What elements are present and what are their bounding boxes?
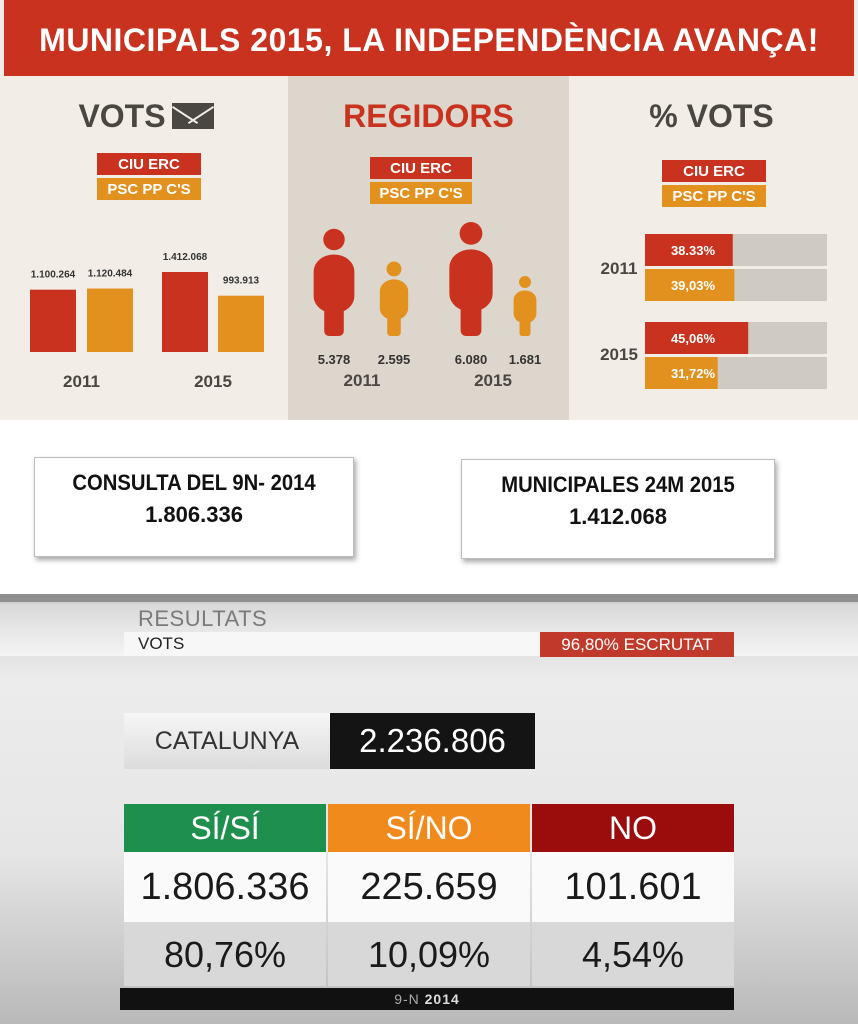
percent-bar-label: 39,03%: [671, 278, 716, 293]
tv-subtitle: VOTS: [138, 634, 185, 653]
tv-title: RESULTATS: [138, 606, 268, 631]
person-legs: [387, 304, 401, 336]
consulta-title: CONSULTA DEL 9N- 2014: [72, 470, 316, 495]
percent-year-label: 2015: [600, 345, 638, 364]
person-legs: [519, 310, 531, 336]
panel-title-votes: VOTS: [4, 98, 288, 135]
chart-votes: 1.100.264 1.120.484 2011 1.412.068 993.913 20…: [30, 252, 264, 391]
regidors-value-label: 6.080: [455, 352, 488, 367]
person-body: [449, 249, 493, 312]
percent-bar: [645, 269, 735, 301]
panel-votes: VOTS CIU ERC CUP PSC PP C'S 1.100.2641.1…: [4, 76, 288, 420]
votes-bar: [218, 295, 264, 352]
panel-title-votes-text: VOTS: [78, 98, 166, 134]
person-body: [513, 290, 537, 324]
regidors-value-label: 1.681: [509, 352, 542, 367]
votes-year-label: 2015: [194, 372, 232, 391]
person-body: [313, 254, 355, 314]
panel-percent: % VOTS CIU ERC CUP PSC PP C'S 38.33%39,0…: [569, 76, 854, 420]
regidors-year-label: 2011: [344, 371, 381, 390]
scrutiny-badge: 96,80% ESCRUTAT: [540, 632, 734, 657]
tv-footer-event: 9-N: [394, 991, 420, 1007]
chart-regidors: 5.378 2.595 2011 6.080 1.681 2015: [313, 222, 542, 390]
person-legs: [324, 291, 344, 336]
votes-bar-label: 1.412.068: [163, 252, 208, 263]
tv-top-strip: [0, 594, 858, 602]
municipales-title: MUNICIPALES 24M 2015: [501, 472, 735, 497]
percent-bar: [645, 322, 749, 354]
person-icon: [386, 261, 402, 277]
person-icon: [323, 228, 345, 251]
person-body: [379, 279, 409, 321]
header-no: NO: [532, 804, 734, 852]
regidors-value-label: 5.378: [318, 352, 351, 367]
header-si-si: SÍ/SÍ: [124, 804, 326, 852]
panel-regidors: REGIDORS CIU ERC CUP PSC PP C'S 5.3782.5…: [288, 76, 569, 420]
banner-title: MUNICIPALS 2015, LA INDEPENDÈNCIA AVANÇA…: [4, 0, 854, 76]
consulta-box: CONSULTA DEL 9N- 2014 1.806.336: [34, 457, 354, 557]
votes-no: 101.601: [532, 852, 734, 922]
person-icon: [519, 276, 531, 289]
votes-bar-label: 1.120.484: [88, 269, 133, 280]
votes-bar: [30, 289, 76, 352]
municipales-value: 1.412.068: [569, 504, 667, 529]
percent-no: 4,54%: [532, 922, 734, 986]
legend-unionist: PSC PP C'S: [662, 185, 766, 207]
infographic: MUNICIPALS 2015, LA INDEPENDÈNCIA AVANÇA…: [0, 0, 858, 420]
region-total: 2.236.806: [330, 713, 535, 769]
votes-bar: [162, 272, 208, 352]
chart-percent: 38.33% 39,03% 2011 45,06% 31,72% 2015: [600, 234, 827, 389]
votes-bar-label: 1.100.264: [31, 270, 76, 281]
percent-bar-label: 31,72%: [671, 366, 716, 381]
regidors-value-label: 2.595: [378, 352, 411, 367]
tv-footer-year: 2014: [424, 991, 460, 1007]
votes-year-label: 2011: [63, 372, 100, 391]
envelope-icon: [171, 102, 214, 129]
votes-bar: [87, 288, 133, 352]
person-legs: [460, 288, 482, 336]
percent-bar-label: 38.33%: [671, 243, 716, 258]
percent-si-si: 80,76%: [124, 922, 326, 986]
person-icon: [459, 222, 483, 245]
panel-title-regidors: REGIDORS: [343, 98, 514, 134]
percent-si-no: 10,09%: [328, 922, 530, 986]
tv-footer: 9-N 2014: [120, 988, 734, 1010]
percent-year-label: 2011: [601, 259, 638, 278]
region-label: CATALUNYA: [124, 713, 330, 769]
votes-si-no: 225.659: [328, 852, 530, 922]
regidors-year-label: 2015: [474, 371, 512, 390]
percent-bar-label: 45,06%: [671, 331, 716, 346]
percent-bar: [645, 357, 718, 389]
tv-results-panel: RESULTATS VOTS 96,80% ESCRUTAT CATALUNYA…: [0, 594, 858, 1024]
panel-title-percent: % VOTS: [649, 98, 774, 134]
votes-bar-label: 993.913: [223, 276, 260, 287]
consulta-value: 1.806.336: [145, 502, 243, 527]
header-si-no: SÍ/NO: [328, 804, 530, 852]
legend-unionist: PSC PP C'S: [370, 182, 472, 204]
votes-si-si: 1.806.336: [124, 852, 326, 922]
legend-unionist: PSC PP C'S: [97, 178, 201, 200]
municipales-box: MUNICIPALES 24M 2015 1.412.068: [461, 459, 775, 559]
percent-bar: [645, 234, 733, 266]
